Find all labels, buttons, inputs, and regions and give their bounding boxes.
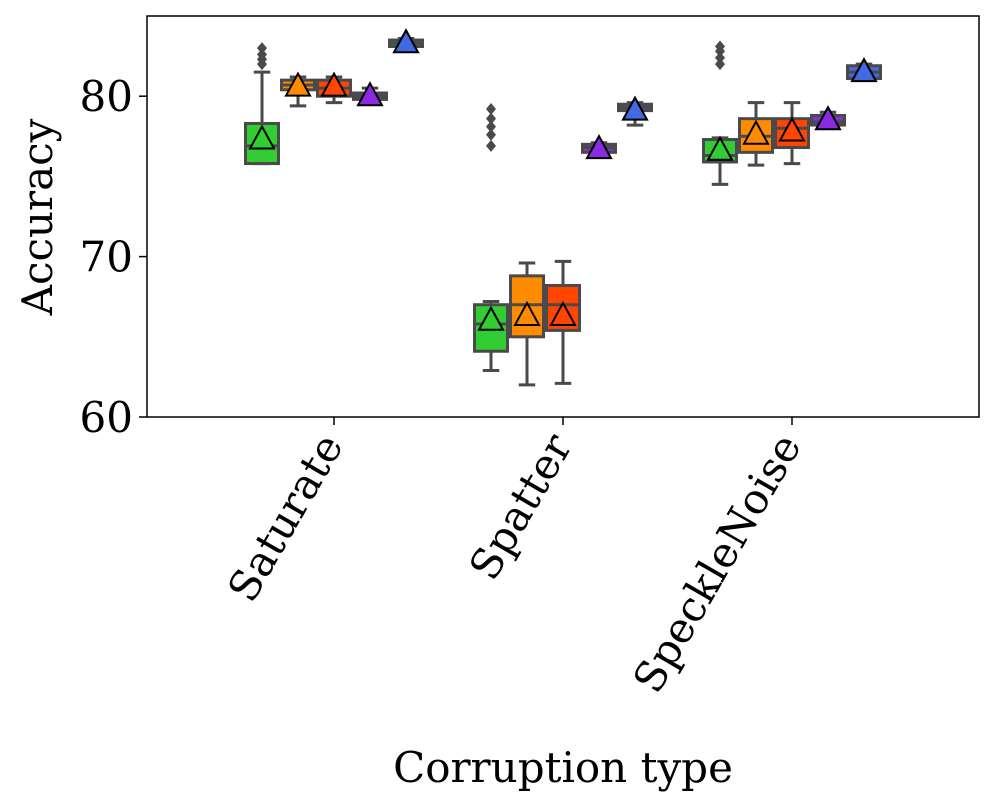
x-axis: Saturate Spatter SpeckleNoise [218, 417, 811, 701]
mean-marker [392, 28, 420, 54]
mean-marker [513, 300, 541, 326]
mean-marker [549, 300, 577, 326]
y-tick-label: 60 [80, 393, 133, 442]
y-axis: 60 70 80 [80, 72, 147, 442]
y-tick-label: 70 [80, 233, 133, 282]
mean-marker [706, 135, 734, 161]
plot-area [244, 28, 882, 387]
outlier-point [486, 128, 496, 141]
outlier-point [715, 58, 725, 71]
mean-marker [814, 105, 842, 131]
y-tick-label: 80 [80, 72, 133, 121]
series-4 [352, 81, 846, 160]
mean-marker [850, 57, 878, 83]
x-tick-label: Spatter [460, 425, 583, 588]
mean-marker [778, 116, 806, 142]
outlier-point [257, 42, 267, 55]
series-5 [388, 28, 882, 127]
series-1 [244, 40, 738, 372]
mean-marker [477, 305, 505, 331]
outlier-point [486, 139, 496, 152]
outlier-point [486, 120, 496, 133]
mean-marker [284, 71, 312, 97]
outlier-point [486, 112, 496, 125]
series-2 [280, 71, 774, 387]
mean-marker [742, 119, 770, 145]
outlier-point [715, 51, 725, 64]
x-tick-label: SpeckleNoise [623, 426, 810, 701]
x-axis-label: Corruption type [393, 743, 733, 792]
mean-marker [356, 81, 384, 107]
y-axis-label: Accuracy [13, 118, 62, 316]
outlier-point [486, 103, 496, 116]
mean-marker [621, 95, 649, 121]
mean-marker [320, 71, 348, 97]
outlier-point [715, 40, 725, 53]
mean-marker [585, 134, 613, 160]
outlier-point [257, 48, 267, 61]
x-tick-label: Saturate [218, 426, 353, 610]
series-3 [316, 71, 810, 385]
mean-marker [248, 124, 276, 150]
